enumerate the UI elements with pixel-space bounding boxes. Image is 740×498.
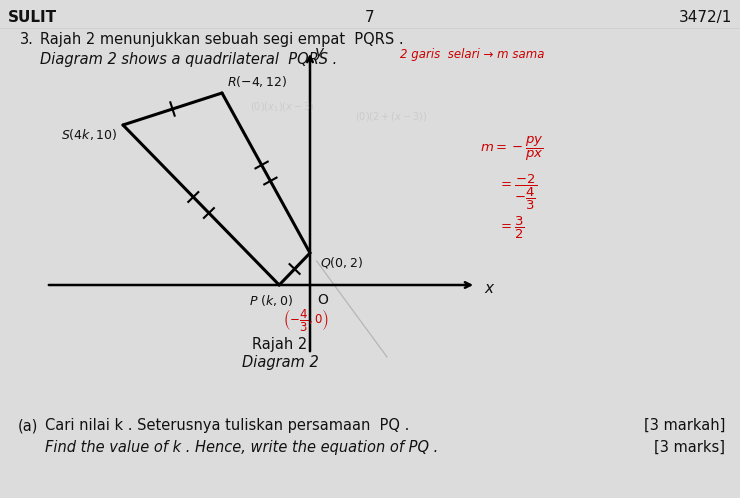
Text: x: x (484, 280, 493, 295)
Text: $(0)(x_1)(x-3)$: $(0)(x_1)(x-3)$ (250, 100, 314, 114)
Text: $(0)(2+(x-3))$: $(0)(2+(x-3))$ (355, 110, 427, 123)
Text: [3 marks]: [3 marks] (654, 440, 725, 455)
Text: Cari nilai k . Seterusnya tuliskan persamaan  PQ .: Cari nilai k . Seterusnya tuliskan persa… (45, 418, 409, 433)
Text: $= \dfrac{-2}{-\dfrac{4}{3}}$: $= \dfrac{-2}{-\dfrac{4}{3}}$ (498, 173, 537, 212)
Text: Rajah 2: Rajah 2 (252, 337, 308, 352)
Text: $m = -\dfrac{py}{px}$: $m = -\dfrac{py}{px}$ (480, 135, 544, 163)
Text: $Q(0,2)$: $Q(0,2)$ (320, 255, 363, 270)
Text: O: O (317, 293, 328, 307)
Text: $R(-4,12)$: $R(-4,12)$ (227, 74, 287, 89)
Text: 3.: 3. (20, 32, 34, 47)
Text: (a): (a) (18, 418, 38, 433)
Text: SULIT: SULIT (8, 10, 57, 25)
Text: $= \dfrac{3}{2}$: $= \dfrac{3}{2}$ (498, 215, 525, 241)
Text: 3472/1: 3472/1 (679, 10, 732, 25)
Text: Rajah 2 menunjukkan sebuah segi empat  PQRS .: Rajah 2 menunjukkan sebuah segi empat PQ… (40, 32, 403, 47)
Text: 7: 7 (365, 10, 375, 25)
Text: $P\ (k,0)$: $P\ (k,0)$ (249, 293, 293, 308)
Text: 2 garis  selari → m sama: 2 garis selari → m sama (400, 48, 545, 61)
Text: Find the value of k . Hence, write the equation of PQ .: Find the value of k . Hence, write the e… (45, 440, 438, 455)
Text: Diagram 2: Diagram 2 (242, 355, 318, 370)
Text: $S(4k,10)$: $S(4k,10)$ (61, 127, 117, 142)
Text: $\left(-\dfrac{4}{3},0\right)$: $\left(-\dfrac{4}{3},0\right)$ (283, 307, 329, 333)
Text: [3 markah]: [3 markah] (644, 418, 725, 433)
Text: y: y (314, 45, 323, 60)
Text: Diagram 2 shows a quadrilateral  PQRS .: Diagram 2 shows a quadrilateral PQRS . (40, 52, 337, 67)
